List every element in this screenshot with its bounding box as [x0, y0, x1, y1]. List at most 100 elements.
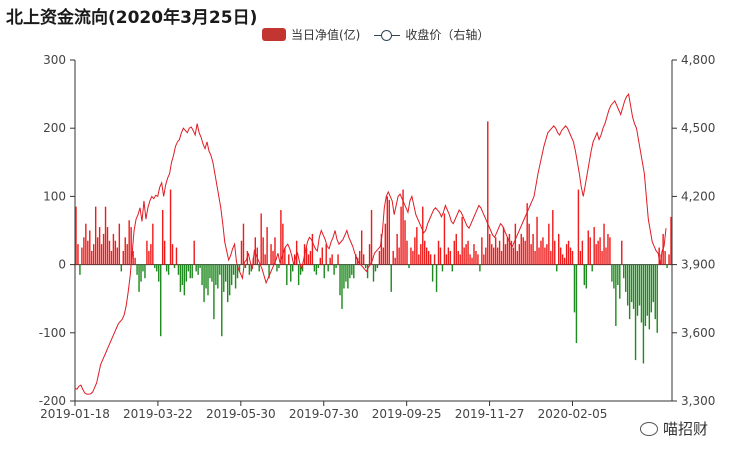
- bar: [134, 257, 136, 265]
- bar: [341, 264, 343, 309]
- bar: [380, 233, 383, 265]
- bar: [85, 223, 87, 265]
- bar: [536, 216, 538, 265]
- bar: [258, 264, 260, 272]
- bar: [406, 240, 408, 265]
- bar: [561, 254, 564, 265]
- bar: [292, 264, 294, 272]
- bar: [386, 196, 388, 265]
- y-left-tick-label: -200: [39, 394, 66, 408]
- bar: [185, 264, 188, 282]
- bar: [160, 264, 162, 337]
- bar: [321, 247, 323, 265]
- bar: [504, 244, 507, 265]
- bar: [165, 264, 168, 272]
- bar: [382, 247, 385, 265]
- bar: [126, 244, 128, 265]
- bar: [193, 240, 195, 265]
- y-right-tick-label: 4,800: [681, 53, 715, 67]
- bar: [654, 264, 656, 320]
- bar: [154, 264, 156, 269]
- bar: [617, 264, 619, 286]
- chart-axes: [70, 59, 677, 406]
- bar: [510, 240, 513, 265]
- bar: [297, 264, 300, 286]
- bar: [420, 244, 422, 265]
- legend-item-line[interactable]: 收盘价（右轴）: [374, 26, 489, 43]
- bar: [459, 254, 461, 265]
- bar: [87, 240, 89, 265]
- bar: [475, 250, 477, 265]
- bar: [167, 264, 170, 275]
- bar: [579, 250, 582, 265]
- bar: [587, 230, 589, 265]
- bar: [201, 264, 203, 286]
- bar: [96, 237, 99, 265]
- bar: [644, 264, 647, 326]
- bar: [343, 264, 345, 289]
- bar: [329, 257, 331, 265]
- bar: [516, 250, 519, 265]
- bar: [437, 240, 440, 265]
- bar: [142, 264, 144, 272]
- bar: [487, 121, 489, 265]
- bar: [100, 244, 103, 265]
- bar: [122, 250, 124, 265]
- bar: [650, 264, 653, 313]
- watermark-label: 喵招财: [663, 420, 709, 438]
- bar: [542, 237, 544, 265]
- bar: [445, 254, 448, 265]
- bar: [532, 233, 534, 265]
- bar: [491, 244, 493, 265]
- bar: [485, 247, 487, 265]
- bar: [563, 257, 566, 265]
- bar: [453, 240, 455, 265]
- legend-item-bars[interactable]: 当日净值(亿): [262, 26, 360, 43]
- bar: [359, 250, 361, 265]
- bar: [311, 233, 314, 265]
- bar: [183, 264, 186, 296]
- bar: [496, 247, 499, 265]
- bar: [624, 264, 627, 292]
- bar: [221, 264, 223, 337]
- bar: [477, 254, 479, 265]
- bar: [199, 264, 201, 269]
- bar: [187, 264, 189, 272]
- bar: [189, 264, 191, 279]
- line-series: [74, 92, 667, 395]
- bar: [461, 216, 463, 265]
- bar: [628, 264, 631, 320]
- bar: [175, 247, 178, 265]
- x-tick-label: 2019-01-18: [40, 407, 110, 421]
- bar: [384, 223, 387, 265]
- bar: [593, 227, 595, 265]
- bar: [500, 250, 503, 265]
- bar: [146, 240, 148, 265]
- x-tick-label: 2019-09-25: [372, 407, 442, 421]
- bar: [94, 206, 97, 265]
- bar: [232, 264, 235, 275]
- bar: [203, 264, 205, 303]
- bar: [360, 230, 363, 265]
- bar: [150, 244, 152, 265]
- bar: [416, 227, 418, 265]
- bar: [136, 264, 138, 275]
- bar: [244, 264, 247, 269]
- bar: [632, 264, 635, 309]
- bar: [219, 264, 221, 275]
- legend-line-swatch: [374, 28, 401, 42]
- bar: [435, 264, 438, 292]
- bar: [512, 247, 515, 265]
- bar: [301, 264, 304, 272]
- bar: [489, 233, 491, 265]
- bar: [473, 244, 475, 265]
- y-left-tick-label: 300: [43, 53, 66, 67]
- y-left-tick-label: -100: [39, 326, 66, 340]
- bar: [132, 250, 134, 265]
- y-left-tick-label: 200: [43, 121, 66, 135]
- bar: [197, 264, 199, 275]
- bar: [364, 264, 367, 269]
- bar: [280, 210, 282, 265]
- bar: [93, 244, 95, 265]
- bar: [236, 264, 239, 279]
